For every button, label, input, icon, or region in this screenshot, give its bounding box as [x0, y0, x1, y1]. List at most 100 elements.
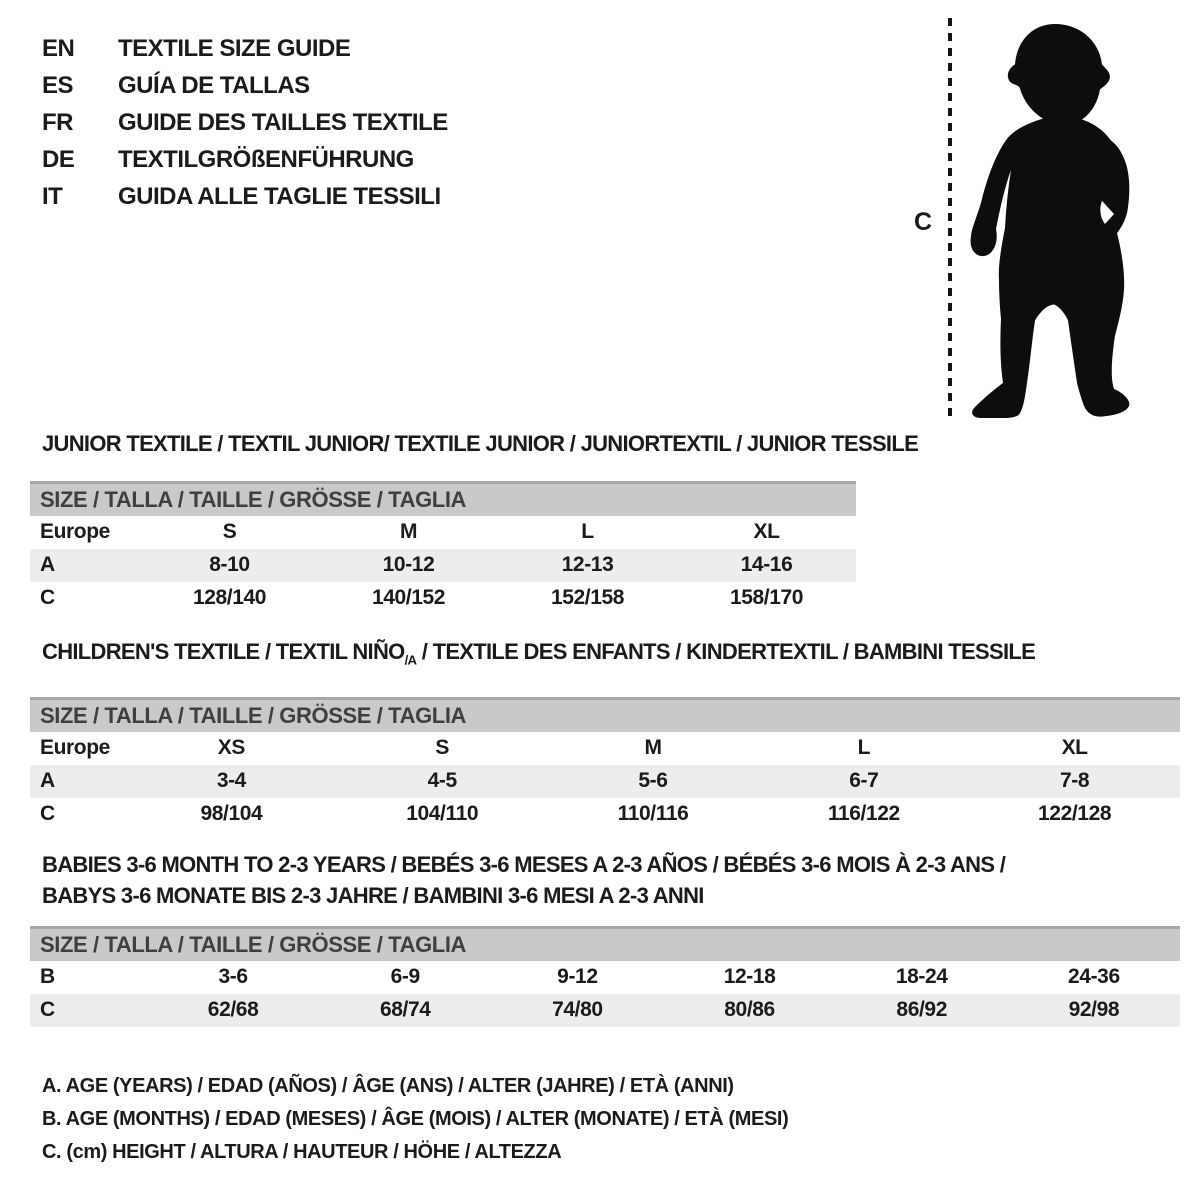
size-header-bar: SIZE / TALLA / TAILLE / GRÖSSE / TAGLIA [30, 481, 856, 516]
row-label-cell: A [30, 764, 126, 798]
language-row: FR GUIDE DES TAILLES TEXTILE [42, 104, 448, 141]
height-dashed-line [948, 18, 952, 418]
table-row-age: A 8-10 10-12 12-13 14-16 [30, 548, 856, 582]
value-cell: 8-10 [140, 548, 319, 582]
language-code: FR [42, 109, 74, 136]
height-measure-label: C [914, 208, 933, 236]
language-title-block: EN TEXTILE SIZE GUIDE ES GUÍA DE TALLAS … [42, 30, 448, 215]
value-cell: 5-6 [547, 764, 759, 798]
table-row-europe: Europe S M L XL [30, 516, 856, 549]
language-code: DE [42, 146, 75, 173]
row-label-cell: C [30, 993, 147, 1027]
size-header-label: SIZE / TALLA / TAILLE / GRÖSSE / TAGLIA [30, 926, 1180, 961]
hand-notch [1100, 200, 1114, 225]
size-header-label: SIZE / TALLA / TAILLE / GRÖSSE / TAGLIA [30, 697, 1180, 732]
legend-line-b: B. AGE (MONTHS) / EDAD (MESES) / ÂGE (MO… [42, 1108, 789, 1130]
value-cell: XS [217, 736, 246, 760]
language-code: IT [42, 183, 63, 210]
value-cell: L [857, 736, 871, 760]
section-title-part: / TEXTILE DES ENFANTS / KINDERTEXTIL / B… [416, 639, 1036, 664]
value-cell: L [581, 520, 594, 543]
toddler-silhouette-shape [970, 24, 1130, 418]
value-cell: 9-12 [557, 965, 598, 988]
value-cell: 7-8 [969, 764, 1180, 798]
guide-title: TEXTILGRÖßENFÜHRUNG [118, 146, 414, 173]
language-row: IT GUIDA ALLE TAGLIE TESSILI [42, 178, 448, 215]
value-cell: 110/116 [617, 802, 689, 826]
value-cell: S [222, 520, 237, 543]
junior-size-table: SIZE / TALLA / TAILLE / GRÖSSE / TAGLIA … [30, 481, 856, 615]
row-label-cell: C [40, 802, 55, 826]
value-cell: 4-5 [336, 764, 548, 798]
section-title-line1: BABIES 3-6 MONTH TO 2-3 YEARS / BEBÉS 3-… [42, 852, 1006, 877]
language-code: EN [42, 35, 75, 62]
section-title-part: CHILDREN'S TEXTILE / TEXTIL NIÑO [42, 639, 405, 664]
size-header-bar: SIZE / TALLA / TAILLE / GRÖSSE / TAGLIA [30, 697, 1180, 732]
table-row-europe: Europe XS S M L XL [30, 732, 1180, 765]
value-cell: 18-24 [895, 965, 948, 988]
toddler-silhouette-icon [970, 24, 1130, 418]
section-title-line2: BABYS 3-6 MONATE BIS 2-3 JAHRE / BAMBINI… [42, 883, 704, 908]
value-cell: 74/80 [491, 993, 664, 1027]
value-cell: 152/158 [550, 586, 625, 609]
row-label-cell: Europe [40, 520, 110, 543]
value-cell: 3-4 [126, 764, 337, 798]
value-cell: 12-13 [498, 548, 677, 582]
value-cell: 158/170 [729, 586, 804, 609]
section-title: BABIES 3-6 MONTH TO 2-3 YEARS / BEBÉS 3-… [42, 849, 1180, 911]
guide-title: TEXTILE SIZE GUIDE [118, 35, 351, 62]
value-cell: 92/98 [1007, 993, 1180, 1027]
value-cell: 3-6 [218, 965, 249, 988]
children-size-table: SIZE / TALLA / TAILLE / GRÖSSE / TAGLIA … [30, 697, 1180, 831]
value-cell: 140/152 [371, 586, 446, 609]
section-title: JUNIOR TEXTILE / TEXTIL JUNIOR/ TEXTILE … [42, 431, 919, 456]
row-label-cell: A [30, 548, 140, 582]
value-cell: 6-9 [390, 965, 421, 988]
value-cell: 122/128 [1038, 802, 1112, 826]
guide-title: GUIDA ALLE TAGLIE TESSILI [118, 183, 441, 210]
value-cell: 10-12 [319, 548, 498, 582]
value-cell: 104/110 [406, 802, 479, 826]
value-cell: 80/86 [663, 993, 836, 1027]
language-row: ES GUÍA DE TALLAS [42, 67, 448, 104]
value-cell: 12-18 [723, 965, 776, 988]
row-label-cell: C [40, 586, 55, 609]
value-cell: 116/122 [827, 802, 900, 826]
value-cell: 24-36 [1068, 965, 1120, 988]
table-row-height: C 128/140 140/152 152/158 158/170 [30, 582, 856, 615]
row-label-cell: Europe [40, 736, 110, 760]
language-row: DE TEXTILGRÖßENFÜHRUNG [42, 141, 448, 178]
value-cell: S [435, 736, 449, 760]
value-cell: M [644, 736, 662, 760]
value-cell: 98/104 [200, 802, 263, 826]
section-children-textile: CHILDREN'S TEXTILE / TEXTIL NIÑO/A / TEX… [30, 641, 1180, 831]
language-code: ES [42, 72, 74, 99]
value-cell: 62/68 [147, 993, 320, 1027]
value-cell: 68/74 [319, 993, 492, 1027]
guide-title: GUÍA DE TALLAS [118, 72, 310, 99]
value-cell: 86/92 [835, 993, 1008, 1027]
legend-line-c: C. (cm) HEIGHT / ALTURA / HAUTEUR / HÖHE… [42, 1141, 562, 1163]
table-row-height: C 62/68 68/74 74/80 80/86 86/92 92/98 [30, 993, 1180, 1027]
section-title-subscript: /A [404, 652, 417, 668]
babies-size-table: SIZE / TALLA / TAILLE / GRÖSSE / TAGLIA … [30, 926, 1180, 1027]
size-header-bar: SIZE / TALLA / TAILLE / GRÖSSE / TAGLIA [30, 926, 1180, 961]
table-row-height: C 98/104 104/110 110/116 116/122 122/128 [30, 798, 1180, 831]
table-row-months: B 3-6 6-9 9-12 12-18 18-24 24-36 [30, 961, 1180, 994]
section-title: CHILDREN'S TEXTILE / TEXTIL NIÑO/A / TEX… [42, 641, 1180, 671]
value-cell: 6-7 [758, 764, 970, 798]
section-babies-textile: BABIES 3-6 MONTH TO 2-3 YEARS / BEBÉS 3-… [30, 849, 1180, 1027]
row-label-cell: B [40, 965, 55, 988]
value-cell: 14-16 [677, 548, 856, 582]
value-cell: XL [753, 520, 780, 543]
measurement-legend: A. AGE (YEARS) / EDAD (AÑOS) / ÂGE (ANS)… [42, 1070, 789, 1169]
legend-line-a: A. AGE (YEARS) / EDAD (AÑOS) / ÂGE (ANS)… [42, 1075, 734, 1097]
section-junior-textile: JUNIOR TEXTILE / TEXTIL JUNIOR/ TEXTILE … [30, 431, 919, 615]
language-row: EN TEXTILE SIZE GUIDE [42, 30, 448, 67]
value-cell: XL [1061, 736, 1088, 760]
size-header-label: SIZE / TALLA / TAILLE / GRÖSSE / TAGLIA [30, 481, 856, 516]
value-cell: 128/140 [192, 586, 267, 609]
guide-title: GUIDE DES TAILLES TEXTILE [118, 109, 448, 136]
value-cell: M [399, 520, 418, 543]
table-row-age: A 3-4 4-5 5-6 6-7 7-8 [30, 764, 1180, 798]
